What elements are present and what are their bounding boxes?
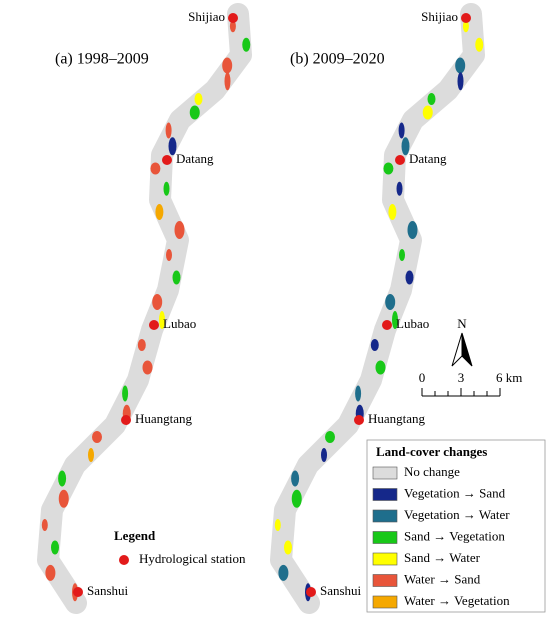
legend-swatch xyxy=(372,595,398,609)
station-marker xyxy=(73,587,83,597)
change-patch xyxy=(455,57,466,74)
change-patch xyxy=(88,448,94,462)
change-patch xyxy=(165,122,172,139)
change-patch xyxy=(383,162,394,175)
station-marker xyxy=(149,320,159,330)
change-patch xyxy=(274,519,281,531)
change-patch xyxy=(462,20,469,33)
change-patch xyxy=(242,37,251,52)
change-patch xyxy=(291,470,300,487)
change-patch xyxy=(51,540,59,555)
change-patch xyxy=(399,249,405,261)
change-patch xyxy=(172,270,181,285)
station-label: Lubao xyxy=(163,316,196,331)
legend-swatch xyxy=(372,509,398,523)
legend-title: Land-cover changes xyxy=(376,444,487,459)
station-marker xyxy=(461,13,471,23)
legend-label: No change xyxy=(404,464,460,479)
change-patch xyxy=(398,122,405,139)
change-patch xyxy=(325,431,335,443)
station-label: Huangtang xyxy=(368,411,426,426)
station-marker xyxy=(121,415,131,425)
legend-item: Hydrological station xyxy=(139,551,246,566)
station-label: Datang xyxy=(409,151,447,166)
scale-bar xyxy=(421,388,501,397)
scale-label: 6 km xyxy=(496,370,522,385)
legend-label: Water → Sand xyxy=(404,571,481,586)
change-patch xyxy=(168,137,177,156)
change-patch xyxy=(355,385,362,402)
change-patch xyxy=(159,311,165,329)
legend-swatch xyxy=(372,466,398,480)
change-patch xyxy=(122,385,129,402)
change-patch xyxy=(427,93,436,105)
change-patch xyxy=(284,540,292,555)
station-label: Huangtang xyxy=(135,411,193,426)
station-label: Shijiao xyxy=(421,9,458,24)
change-patch xyxy=(278,564,289,581)
change-patch xyxy=(222,57,233,74)
panel-title: (b) 2009–2020 xyxy=(290,51,385,68)
change-patch xyxy=(150,162,161,175)
change-patch xyxy=(45,564,56,581)
station-marker xyxy=(162,155,172,165)
scale-label: 3 xyxy=(458,370,465,385)
change-patch xyxy=(457,72,464,91)
legend-label: Sand → Vegetation xyxy=(404,528,505,543)
change-patch xyxy=(375,360,386,375)
change-patch xyxy=(166,249,172,261)
change-patch xyxy=(388,204,397,220)
change-patch xyxy=(405,270,414,285)
panel-title: (a) 1998–2009 xyxy=(55,51,149,68)
station-label: Shijiao xyxy=(188,9,225,24)
change-patch xyxy=(58,470,67,487)
station-symbol xyxy=(119,555,129,565)
change-patch xyxy=(155,204,164,220)
change-patch xyxy=(137,339,146,351)
legend-swatch xyxy=(372,574,398,587)
change-patch xyxy=(41,519,48,531)
legend-title: Legend xyxy=(114,528,156,543)
station-marker xyxy=(382,320,392,330)
legend-swatch xyxy=(372,488,398,501)
legend-label: Vegetation → Water xyxy=(404,507,510,522)
change-patch xyxy=(194,93,203,105)
legend-swatch xyxy=(372,552,398,566)
change-patch xyxy=(92,431,102,443)
change-patch xyxy=(229,20,236,33)
station-label: Sanshui xyxy=(320,583,362,598)
change-patch xyxy=(163,181,170,196)
change-patch xyxy=(291,489,302,508)
legend-label: Vegetation → Sand xyxy=(404,485,506,500)
change-patch xyxy=(174,221,185,239)
scale-label: 0 xyxy=(419,370,426,385)
change-patch xyxy=(142,360,153,375)
station-label: Sanshui xyxy=(87,583,129,598)
change-patch xyxy=(392,311,398,329)
north-arrow xyxy=(461,332,473,367)
legend-label: Sand → Water xyxy=(404,550,481,565)
change-patch xyxy=(224,72,231,91)
change-patch xyxy=(401,137,410,156)
change-patch xyxy=(407,221,418,239)
station-marker xyxy=(228,13,238,23)
change-patch xyxy=(385,294,396,310)
station-marker xyxy=(306,587,316,597)
change-patch xyxy=(189,105,200,120)
change-patch xyxy=(475,37,484,52)
station-marker xyxy=(395,155,405,165)
change-patch xyxy=(152,294,163,310)
station-label: Datang xyxy=(176,151,214,166)
legend-swatch xyxy=(372,531,398,544)
station-label: Lubao xyxy=(396,316,429,331)
change-patch xyxy=(321,448,327,462)
change-patch xyxy=(58,489,69,508)
legend-label: Water → Vegetation xyxy=(404,593,510,608)
change-patch xyxy=(422,105,433,120)
change-patch xyxy=(396,181,403,196)
station-marker xyxy=(354,415,364,425)
change-patch xyxy=(370,339,379,351)
north-label: N xyxy=(457,316,467,331)
